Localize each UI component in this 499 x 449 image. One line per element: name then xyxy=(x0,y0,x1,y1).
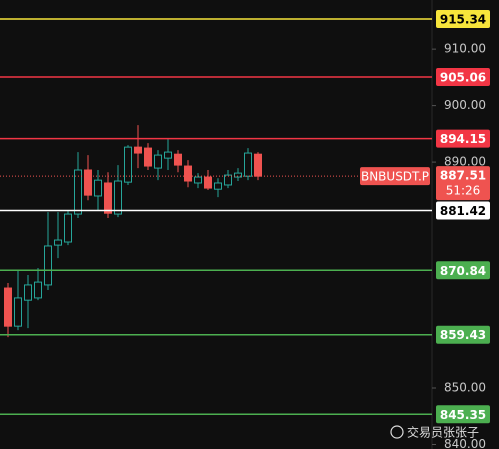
candle-body xyxy=(94,179,102,197)
last-price-box xyxy=(436,166,490,201)
level-label-box xyxy=(436,68,490,87)
watermark: 交易员张张子 xyxy=(407,425,479,440)
candle-body xyxy=(134,146,142,154)
candle-body xyxy=(234,172,242,178)
candle-body xyxy=(44,245,52,286)
candle-body xyxy=(194,176,202,184)
y-tick-label: 910.00 xyxy=(444,42,486,56)
symbol-box xyxy=(360,167,430,186)
level-label: 881.42 xyxy=(440,204,486,218)
candle-body xyxy=(224,174,232,186)
level-label-box xyxy=(436,261,490,280)
candle-body xyxy=(124,146,132,183)
level-label: 870.84 xyxy=(440,264,486,278)
level-label: 894.15 xyxy=(440,132,486,146)
candle-body xyxy=(214,182,222,190)
candle-body xyxy=(4,287,12,327)
level-label-box xyxy=(436,129,490,148)
level-label-box xyxy=(436,201,490,220)
candle-body xyxy=(84,169,92,196)
candle-body xyxy=(174,153,182,166)
level-label: 915.34 xyxy=(440,12,486,26)
candle-body xyxy=(114,180,122,215)
level-label: 859.43 xyxy=(440,328,486,342)
candle-body xyxy=(104,182,112,214)
candle-body xyxy=(34,281,42,299)
countdown-label: 51:26 xyxy=(446,184,481,198)
last-price-label: 887.51 xyxy=(440,169,486,183)
level-label: 845.35 xyxy=(440,408,486,422)
y-tick-label: 900.00 xyxy=(444,98,486,112)
candle-body xyxy=(254,153,262,177)
watermark-icon xyxy=(390,425,404,439)
candle-body xyxy=(154,154,162,169)
candle-body xyxy=(64,213,72,243)
candle-body xyxy=(184,165,192,182)
candle-body xyxy=(164,151,172,159)
candle-body xyxy=(244,152,252,177)
candle-body xyxy=(204,176,212,189)
level-label-box xyxy=(436,325,490,344)
y-tick-label: 890.00 xyxy=(444,155,486,169)
level-label-box xyxy=(436,9,490,28)
candle-body xyxy=(24,284,32,301)
y-tick-label: 840.00 xyxy=(444,437,486,449)
symbol-label: BNBUSDT.P xyxy=(361,170,429,184)
candle-body xyxy=(74,169,82,215)
candle-body xyxy=(54,239,62,246)
candle-body xyxy=(14,297,22,327)
y-tick-label: 850.00 xyxy=(444,381,486,395)
candle-body xyxy=(144,147,152,167)
level-label: 905.06 xyxy=(440,71,486,85)
level-label-box xyxy=(436,405,490,424)
